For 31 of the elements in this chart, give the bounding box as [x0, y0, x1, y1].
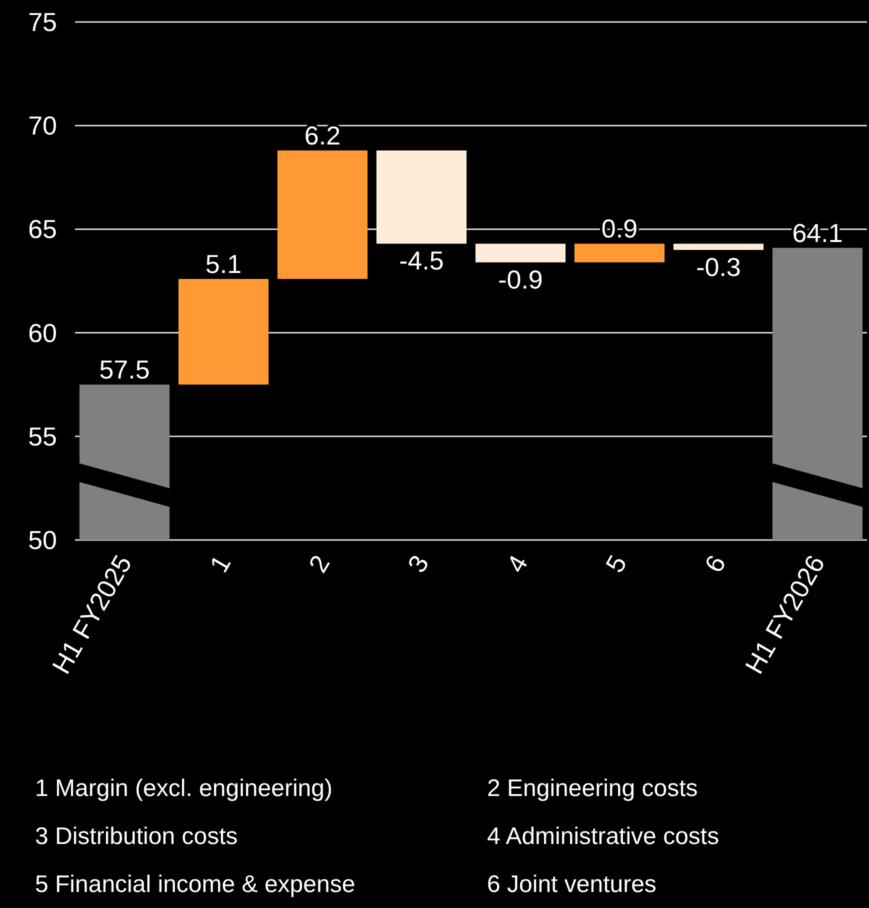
data-label: -4.5	[399, 246, 444, 276]
data-label: -0.9	[498, 264, 543, 294]
bar	[277, 150, 368, 279]
text: 2 Engineering costs	[487, 775, 698, 802]
text: 5 Financial income & expense	[35, 871, 356, 898]
x-tick-label: 2	[302, 550, 336, 578]
data-label: 57.5	[99, 354, 150, 385]
data-label: -0.3	[696, 252, 741, 282]
bar	[574, 244, 665, 262]
data-label: 5.1	[205, 248, 242, 279]
text: 4 Administrative costs	[487, 823, 720, 850]
x-tick-label: 1	[203, 550, 237, 578]
y-tick-label: 60	[28, 318, 57, 348]
x-tick-label: 3	[401, 550, 435, 578]
text: 3 Distribution costs	[35, 823, 238, 850]
y-tick-label: 75	[28, 7, 57, 37]
x-tick-label: 4	[500, 550, 534, 578]
y-tick-label: 50	[28, 525, 57, 555]
bar	[475, 244, 566, 262]
bar	[772, 248, 863, 540]
text: 6 Joint ventures	[487, 871, 656, 898]
y-tick-label: 55	[28, 421, 57, 452]
y-tick-label: 70	[28, 110, 57, 141]
bar	[673, 244, 764, 250]
y-tick-label: 65	[28, 214, 57, 244]
data-label: 6.2	[304, 120, 341, 150]
bar	[178, 278, 269, 385]
text: 1 Margin (excl. engineering)	[35, 775, 332, 802]
bar	[376, 150, 467, 244]
x-tick-label: 6	[698, 550, 732, 578]
x-tick-label: 5	[599, 550, 633, 578]
